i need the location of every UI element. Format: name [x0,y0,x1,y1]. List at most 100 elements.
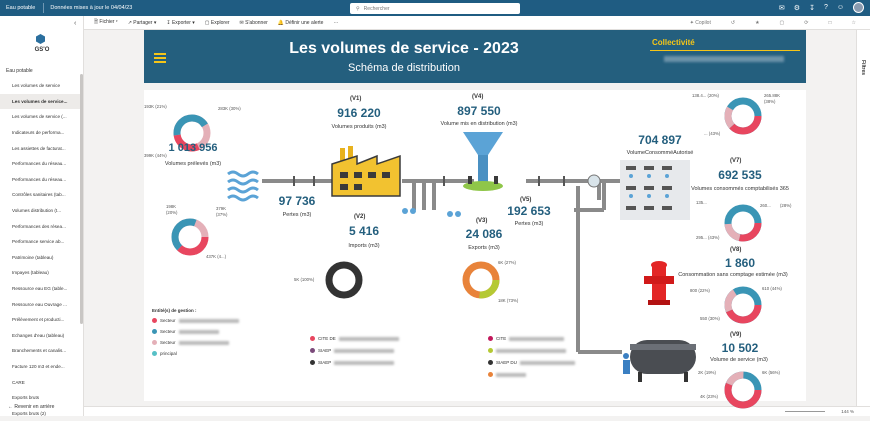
sidebar-page-item[interactable]: Exports bruts (2) [12,410,46,416]
favorite-icon[interactable]: ☆ [851,19,856,26]
share-menu[interactable]: ↗ Partager ▾ [127,19,157,26]
conso-autorise-value: 704 897 [638,133,682,147]
more-options-icon[interactable]: ··· [333,19,339,26]
donut-label: 550 (30%) [700,316,720,321]
status-bar: 144 % [84,406,870,416]
sidebar-page-item[interactable]: Echanges d'eau (tableau) [12,332,65,338]
filters-pane[interactable]: Filtres [856,30,870,406]
legend-dot [488,372,493,377]
redacted-text [178,318,239,323]
sidebar-page-item[interactable]: Ressource eau Ouvrage ... [12,301,67,307]
comment-icon[interactable]: □ [828,19,832,26]
sidebar-scrollbar[interactable] [80,74,83,324]
legend-item[interactable]: CITE [488,336,565,341]
legend-item[interactable]: principal [152,351,177,356]
sidebar-page-item[interactable]: Les volumes de service [12,83,61,89]
back-label: Revenir en arrière [14,404,55,410]
donut-label: 135... [696,200,707,205]
legend-item[interactable]: CITE DE [310,336,399,341]
v3-label: Exports (m3) [468,245,500,251]
menu-icon[interactable] [154,53,166,65]
sidebar-page-item[interactable]: CARE [12,379,25,385]
collapse-icon[interactable]: ‹ [74,20,77,27]
sidebar-page-item[interactable]: Patrimoine (tableau) [12,254,54,260]
sidebar-page-item[interactable]: Performances des résea... [12,223,66,229]
explore-button[interactable]: ▢ Explorer [204,19,230,26]
app-name[interactable]: Eau potable [6,5,36,11]
help-icon[interactable]: ? [823,4,828,11]
page-title: Les volumes de service - 2023 [289,40,519,57]
file-menu[interactable]: 🗎 Fichier ▾ [94,18,118,25]
legend-item[interactable] [488,372,526,377]
legend-dot [152,351,157,356]
alert-button[interactable]: 🔔 Définir une alerte [277,19,324,26]
donut-label: 265.88K [764,93,781,98]
zoom-slider[interactable] [785,411,825,412]
donut-v9 [724,371,762,409]
collectivite-slicer-title[interactable]: Collectivité [652,38,695,47]
sidebar-page-item[interactable]: Les volumes de service (... [12,114,67,120]
collectivite-slicer-value[interactable] [664,56,784,62]
reset-icon[interactable]: ↺ [730,19,736,26]
zoom-level[interactable]: 144 % [841,409,854,414]
legend-item[interactable]: Secteur [152,318,239,323]
sidebar-page-item[interactable]: Exports bruts [12,395,40,401]
sidebar-page-item[interactable]: Indicateurs de performa... [12,130,65,136]
donut-label: 6K (56%) [762,370,780,375]
refresh-icon[interactable]: ⟳ [804,19,809,26]
sidebar-page-item[interactable]: Les volumes de service... [0,93,80,110]
donut-label: 610 (44%) [762,286,782,291]
data-updated-label[interactable]: Données mises à jour le 04/04/23 [50,5,133,11]
subscribe-button[interactable]: ✉ S'abonner [239,19,268,26]
donut-label: 379K [216,206,227,211]
export-menu[interactable]: ↧ Exporter ▾ [166,19,195,26]
legend-item[interactable]: SIAEP [310,360,395,365]
sidebar-page-item[interactable]: Impayes (tableau) [12,270,49,276]
sidebar-page-item[interactable]: Les assiettes de facturat... [12,145,66,151]
redacted-text [509,336,565,341]
sidebar-page-item[interactable]: Branchements et canalis... [12,348,67,354]
search-icon: ⚲ [356,5,360,12]
avatar[interactable] [853,2,864,13]
v1-label: Volumes produits (m3) [331,124,387,130]
sidebar-page-item[interactable]: Prélèvement et producti... [12,317,65,323]
legend-item[interactable] [488,348,566,353]
back-button[interactable]: ← Revenir en arrière [8,404,55,410]
brand-name: GS'O [34,47,50,53]
v4-tag: (V4) [472,94,484,100]
feedback-icon[interactable]: ☺ [836,4,844,11]
bookmark-icon[interactable]: ★ [755,19,760,26]
sidebar-page-item[interactable]: Volumes distribution (t... [12,208,62,214]
toolbar: 🗎 Fichier ▾ ↗ Partager ▾ ↧ Exporter ▾ ▢ … [84,16,870,30]
legend-item[interactable]: SIAEP DU [488,360,575,365]
sidebar-page-item[interactable]: Ressource eau EG (table... [12,286,68,292]
report-canvas: 193K (21%) 283K (30%) 399K (44%) 198K (2… [144,90,806,409]
filters-label[interactable]: Filtres [860,60,866,76]
nav-section-title[interactable]: Eau potable [6,68,33,74]
water-tower-icon [463,132,503,191]
import-tap-icon [402,208,416,214]
view-icon[interactable]: ▢ [779,19,785,26]
copilot-button[interactable]: ✦ Copilot [689,19,711,26]
redacted-text [334,360,395,365]
legend-dot [488,336,493,341]
legend-item[interactable]: SIAEP [310,348,395,353]
download-icon[interactable]: ↧ [809,4,815,12]
donut-v7 [724,204,762,242]
top-bar: Eau potable Données mises à jour le 04/0… [0,0,870,16]
donut-label: 138.4... (20%) [692,93,719,98]
settings-icon[interactable]: ⚙ [793,4,801,12]
page-subtitle: Schéma de distribution [348,62,460,74]
sidebar-page-item[interactable]: Contrôles sanitaires (tab... [12,192,66,198]
search-input[interactable]: ⚲ Rechercher [350,3,520,14]
sidebar-page-item[interactable]: Performances du réseau... [12,161,67,167]
sidebar-page-item[interactable]: Performances du réseau... [12,176,67,182]
legend-item[interactable]: Secteur [152,340,229,345]
notification-icon[interactable]: ✉ [778,4,785,12]
toolbar-right: ✦ Copilot ↺ ★ ▢ ⟳ □ ☆ [680,20,856,26]
sidebar-page-item[interactable]: Performance service ab... [12,239,65,245]
legend-item[interactable]: Secteur [152,329,219,334]
v4-label: Volume mis en distribution (m3) [440,121,518,127]
fire-hydrant-icon [644,261,674,305]
sidebar-page-item[interactable]: Facture 120 m3 et ende... [12,363,65,369]
